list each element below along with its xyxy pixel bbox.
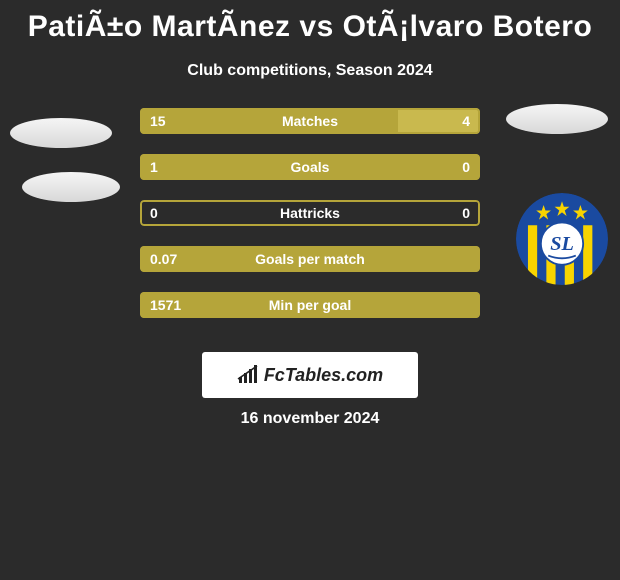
stat-label: Matches	[140, 108, 480, 134]
page-title: PatiÃ±o MartÃnez vs OtÃ¡lvaro Botero	[0, 0, 620, 44]
stat-label: Min per goal	[140, 292, 480, 318]
stat-row: 1571Min per goal	[140, 292, 480, 318]
stat-value-right: 4	[452, 108, 480, 134]
crest-svg: SL	[516, 193, 608, 285]
stat-value-right	[460, 292, 480, 318]
club-crest: SL	[516, 193, 608, 285]
stat-label: Goals per match	[140, 246, 480, 272]
subtitle: Club competitions, Season 2024	[0, 62, 620, 80]
stat-row: 0.07Goals per match	[140, 246, 480, 272]
stat-row: 0Hattricks0	[140, 200, 480, 226]
stat-bars: 15Matches41Goals00Hattricks00.07Goals pe…	[140, 108, 480, 338]
date-line: 16 november 2024	[0, 410, 620, 428]
fctables-watermark: FcTables.com	[202, 352, 418, 398]
stat-value-right: 0	[452, 200, 480, 226]
stat-row: 1Goals0	[140, 154, 480, 180]
player-badge-right-1	[506, 104, 608, 134]
stat-value-right: 0	[452, 154, 480, 180]
stat-label: Goals	[140, 154, 480, 180]
player-badge-left-2	[22, 172, 120, 202]
player-badge-left-1	[10, 118, 112, 148]
svg-text:SL: SL	[550, 233, 574, 255]
bar-chart-icon	[237, 365, 261, 385]
stat-label: Hattricks	[140, 200, 480, 226]
stat-row: 15Matches4	[140, 108, 480, 134]
fctables-label: FcTables.com	[264, 365, 383, 386]
stat-value-right	[460, 246, 480, 272]
